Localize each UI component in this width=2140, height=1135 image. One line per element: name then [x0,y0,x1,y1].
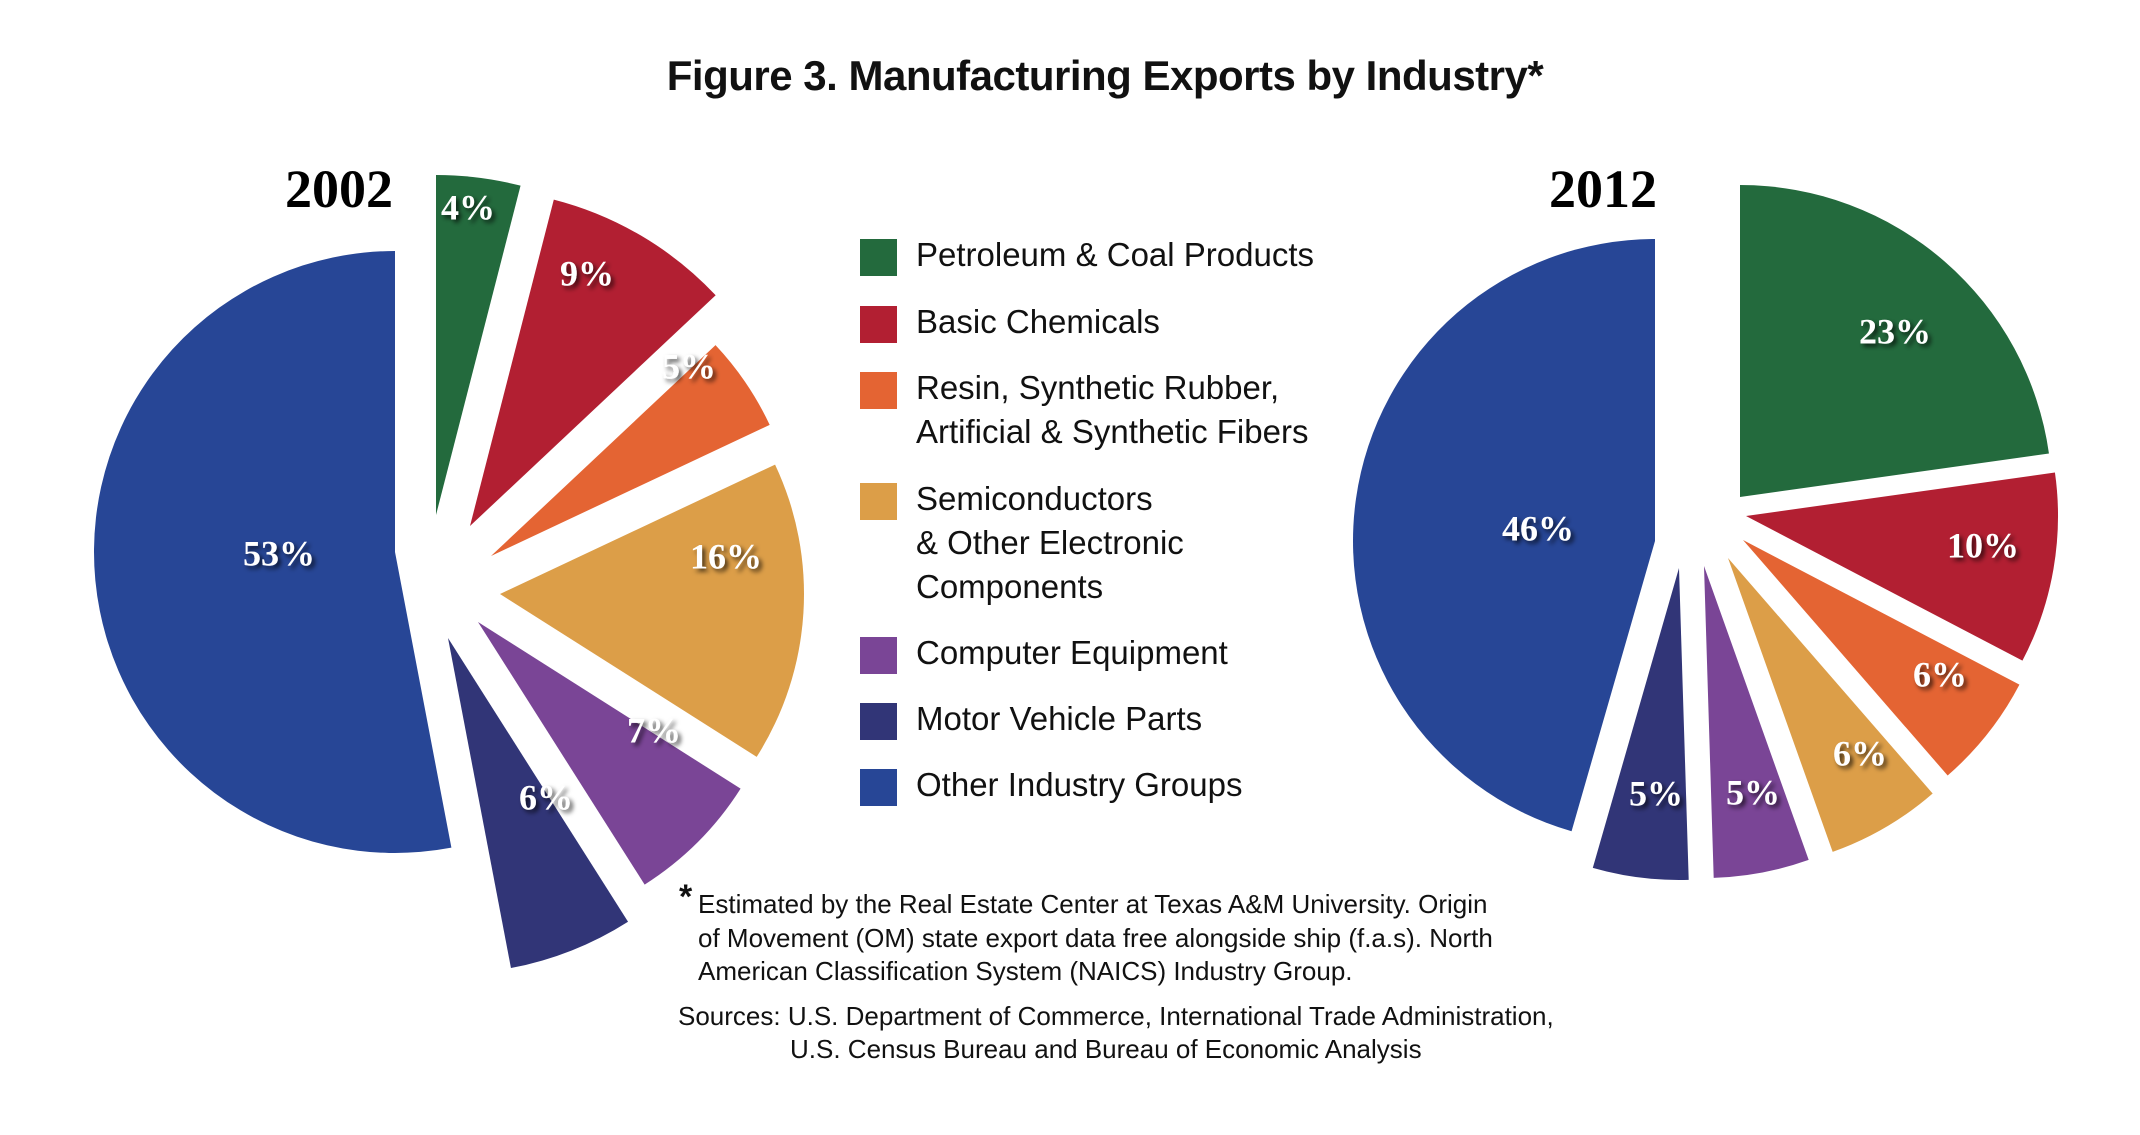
pie-slice-2002-1 [470,199,716,527]
data-label: 46% [1502,508,1574,548]
data-label: 53% [243,533,315,573]
data-label: 6% [519,777,573,817]
data-label: 4% [441,187,495,227]
year-label-2002: 2002 [285,159,393,219]
legend-label: Other Industry Groups [916,766,1243,803]
legend-label: Motor Vehicle Parts [916,700,1203,737]
legend-item: Petroleum & Coal Products [860,236,1314,276]
legend-item: Other Industry Groups [860,766,1242,806]
data-label: 23% [1859,311,1931,351]
legend-label: & Other Electronic [916,524,1184,561]
pie-slice-2012-2 [1743,540,2020,776]
legend-label: Artificial & Synthetic Fibers [916,413,1309,450]
legend-item: Computer Equipment [860,634,1228,674]
pie-2012: 23% 10% 6% 6% 5% 5% 46% [1353,185,2058,880]
chart-title: Figure 3. Manufacturing Exports by Indus… [666,52,1544,99]
legend-item: Basic Chemicals [860,303,1160,343]
footnote-asterisk: * [679,878,693,916]
legend-label: Computer Equipment [916,634,1228,671]
legend-swatch [860,483,897,520]
legend-item: Semiconductors & Other Electronic Componen… [860,480,1184,605]
data-label: 5% [1629,773,1683,813]
pie-slice-2002-3 [500,464,804,757]
footnote-line: Estimated by the Real Estate Center at T… [698,889,1488,919]
data-label: 6% [1913,654,1967,694]
footnote-line: of Movement (OM) state export data free … [698,923,1493,953]
data-label: 9% [560,253,614,293]
data-label: 10% [1947,525,2019,565]
pie-slice-2012-0 [1740,185,2049,497]
pie-slice-2012-3 [1728,558,1933,852]
legend-label: Semiconductors [916,480,1153,517]
pie-slice-2012-4 [1704,566,1809,878]
data-label: 5% [662,346,716,386]
data-label: 6% [1833,733,1887,773]
legend-swatch [860,372,897,409]
legend-label: Basic Chemicals [916,303,1160,340]
data-label: 7% [627,710,681,750]
legend-swatch [860,769,897,806]
data-label: 5% [1726,772,1780,812]
legend-swatch [860,703,897,740]
legend-swatch [860,637,897,674]
sources-line: U.S. Census Bureau and Bureau of Economi… [790,1034,1422,1064]
pie-slice-2012-5 [1592,568,1689,880]
pie-slice-2002-0 [436,175,521,515]
legend-swatch [860,306,897,343]
legend-label: Petroleum & Coal Products [916,236,1315,273]
legend-swatch [860,239,897,276]
pie-slice-2002-6 [93,251,452,854]
pie-slice-2012-6 [1353,239,1655,832]
legend-item: Motor Vehicle Parts [860,700,1202,740]
pie-slice-2012-1 [1746,472,2058,661]
data-label: 16% [690,536,762,576]
footnote-line: American Classification System (NAICS) I… [698,956,1353,986]
pie-2002: 4% 9% 5% 16% 7% 6% 53% [93,175,804,969]
legend-label: Resin, Synthetic Rubber, [916,369,1280,406]
pie-slice-2002-5 [448,638,629,969]
pie-slice-2002-4 [478,622,741,885]
sources-line: Sources: U.S. Department of Commerce, In… [678,1001,1554,1031]
legend-item: Resin, Synthetic Rubber, Artificial & Syn… [860,369,1308,450]
pie-slice-2002-2 [491,345,770,556]
year-label-2012: 2012 [1549,159,1657,219]
legend-label: Components [916,568,1104,605]
